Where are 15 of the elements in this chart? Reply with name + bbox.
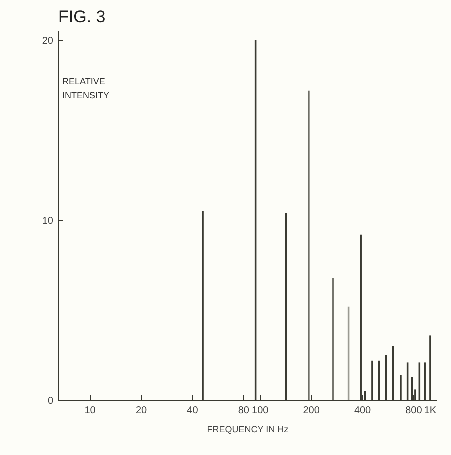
x-tick-label: 100: [252, 406, 270, 416]
x-tick-label: 1K: [424, 406, 437, 416]
x-tick-label: 20: [136, 406, 148, 416]
x-tick-label: 10: [84, 406, 96, 416]
x-tick-label: 80: [238, 406, 250, 416]
x-tick-label: 400: [354, 406, 372, 416]
x-axis-title: FREQUENCY IN Hz: [207, 424, 290, 434]
x-tick-label: 800: [406, 406, 423, 416]
x-tick-label: 200: [303, 406, 320, 416]
y-axis-title: RELATIVE INTENSITY: [62, 76, 110, 100]
y-tick-label: 20: [42, 36, 54, 47]
y-tick-label: 10: [42, 216, 54, 227]
y-tick-label: 0: [48, 396, 54, 407]
chart-title: FIG. 3: [58, 8, 106, 26]
x-tick-label: 40: [187, 406, 199, 416]
